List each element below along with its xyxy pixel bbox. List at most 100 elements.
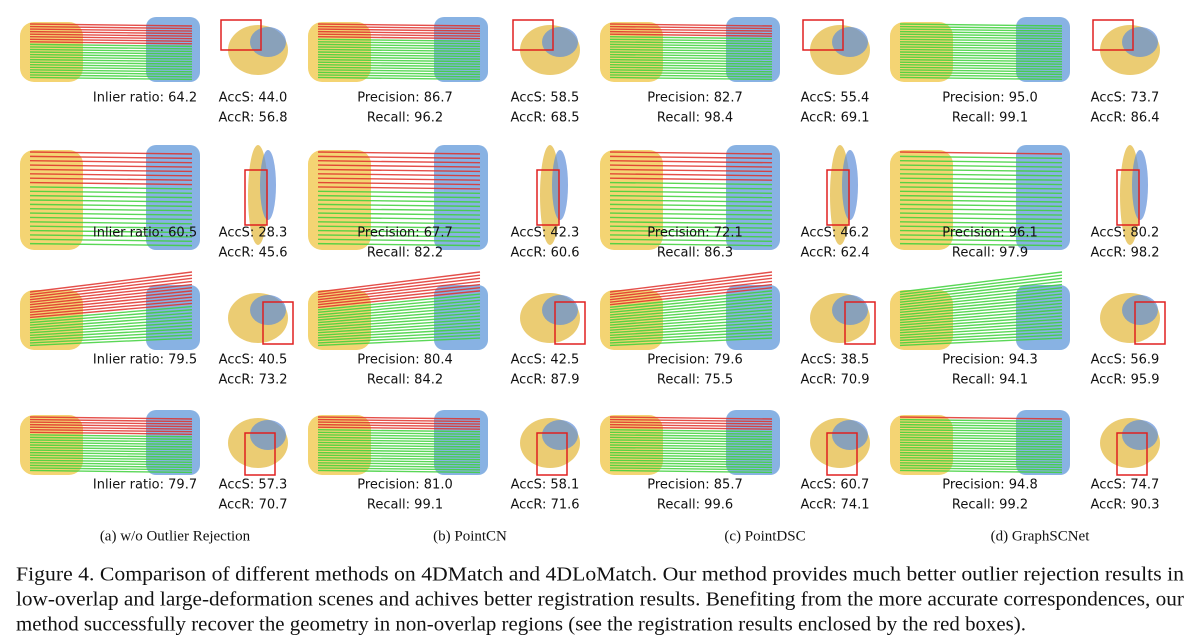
correspondence-line	[317, 51, 481, 55]
accuracy-text: AccS: 40.5	[219, 353, 288, 368]
metric-text: Recall: 99.2	[952, 498, 1028, 513]
correspondence-line	[609, 199, 773, 203]
registration-image	[1100, 418, 1160, 476]
correspondence-line	[609, 318, 773, 331]
correspondence-line	[899, 439, 1063, 443]
correspondence-line	[899, 459, 1063, 463]
correspondence-line	[29, 46, 193, 50]
correspondence-line	[609, 290, 773, 308]
metric-text: Recall: 84.2	[367, 373, 443, 388]
correspondence-line	[317, 164, 481, 168]
correspondence-line	[317, 446, 481, 451]
correspondence-line	[317, 229, 481, 234]
metric-text: Precision: 94.3	[942, 353, 1037, 368]
correspondence-line	[899, 234, 1063, 238]
correspondence-line	[609, 271, 773, 293]
accuracy-text: AccS: 56.9	[1091, 353, 1160, 368]
correspondence-line	[317, 296, 481, 314]
correspondence-line	[609, 177, 773, 181]
correspondence-line	[29, 312, 193, 326]
correspondence-line	[609, 164, 773, 168]
correspondence-line	[29, 194, 193, 199]
correspondence-line	[899, 290, 1063, 308]
correspondence-line	[609, 229, 773, 234]
shape-result-blue	[1122, 295, 1158, 325]
correspondence-line	[899, 28, 1063, 32]
correspondence-line	[29, 299, 193, 316]
correspondence-line	[317, 434, 481, 438]
correspondence-line	[29, 173, 193, 177]
correspondence-line	[29, 160, 193, 164]
correspondence-line	[899, 469, 1063, 474]
correspondence-line	[609, 48, 773, 53]
correspondence-line	[317, 33, 481, 37]
correspondence-line	[29, 302, 193, 319]
accuracy-text: AccS: 44.0	[219, 91, 288, 106]
correspondence-line	[899, 449, 1063, 453]
correspondence-line	[317, 337, 481, 347]
metric-text: Precision: 81.0	[357, 478, 452, 493]
correspondence-line	[317, 71, 481, 76]
correspondence-line	[29, 469, 193, 474]
registration-image	[826, 145, 858, 245]
red-box	[262, 301, 294, 345]
correspondence-line	[29, 69, 193, 73]
column-caption: (a) w/o Outlier Rejection	[100, 528, 251, 544]
correspondence-line	[609, 296, 773, 314]
correspondence-line	[29, 208, 193, 212]
correspondence-image	[20, 410, 200, 475]
correspondence-image	[600, 271, 780, 350]
accuracy-text: AccS: 28.3	[219, 226, 288, 241]
correspondence-line	[899, 309, 1063, 324]
correspondence-line	[317, 280, 481, 301]
accuracy-text: AccS: 73.7	[1091, 91, 1160, 106]
correspondence-line	[609, 315, 773, 329]
correspondence-line	[609, 41, 773, 45]
correspondence-line	[29, 467, 193, 471]
correspondence-line	[899, 441, 1063, 446]
correspondence-line	[609, 53, 773, 58]
correspondence-line	[899, 315, 1063, 329]
registration-image	[536, 145, 568, 245]
correspondence-line	[29, 271, 193, 293]
figure-caption: Figure 4. Comparison of different method…	[16, 564, 1184, 585]
metric-text: Recall: 82.2	[367, 246, 443, 261]
correspondence-line	[899, 48, 1063, 53]
correspondence-line	[29, 287, 193, 306]
correspondence-line	[899, 418, 1063, 423]
correspondence-line	[317, 444, 481, 448]
correspondence-line	[609, 436, 773, 441]
correspondence-line	[317, 454, 481, 458]
accuracy-text: AccS: 57.3	[219, 478, 288, 493]
correspondence-line	[899, 242, 1063, 247]
correspondence-line	[609, 334, 773, 344]
shape-result-blue	[1122, 27, 1158, 57]
red-box	[554, 301, 586, 345]
correspondence-line	[899, 53, 1063, 58]
correspondence-line	[609, 449, 773, 453]
correspondence-line	[29, 421, 193, 425]
correspondence-line	[29, 71, 193, 76]
metric-text: Precision: 95.0	[942, 91, 1037, 106]
correspondence-line	[609, 464, 773, 469]
correspondence-line	[899, 203, 1063, 208]
shape-result-blue	[1132, 150, 1148, 220]
accuracy-text: AccS: 42.5	[511, 353, 580, 368]
correspondence-line	[899, 64, 1063, 68]
correspondence-line	[609, 194, 773, 199]
correspondence-line	[29, 33, 193, 37]
correspondence-line	[609, 312, 773, 326]
correspondence-line	[609, 28, 773, 32]
correspondence-line	[317, 293, 481, 311]
correspondence-line	[609, 69, 773, 73]
correspondence-line	[317, 277, 481, 298]
metric-text: Precision: 94.8	[942, 478, 1037, 493]
accuracy-text: AccS: 55.4	[801, 91, 870, 106]
correspondence-line	[29, 293, 193, 311]
correspondence-line	[317, 168, 481, 173]
metric-text: Precision: 96.1	[942, 226, 1037, 241]
metric-text: Recall: 97.9	[952, 246, 1028, 261]
correspondence-line	[317, 274, 481, 296]
correspondence-line	[317, 66, 481, 70]
correspondence-line	[899, 25, 1063, 30]
